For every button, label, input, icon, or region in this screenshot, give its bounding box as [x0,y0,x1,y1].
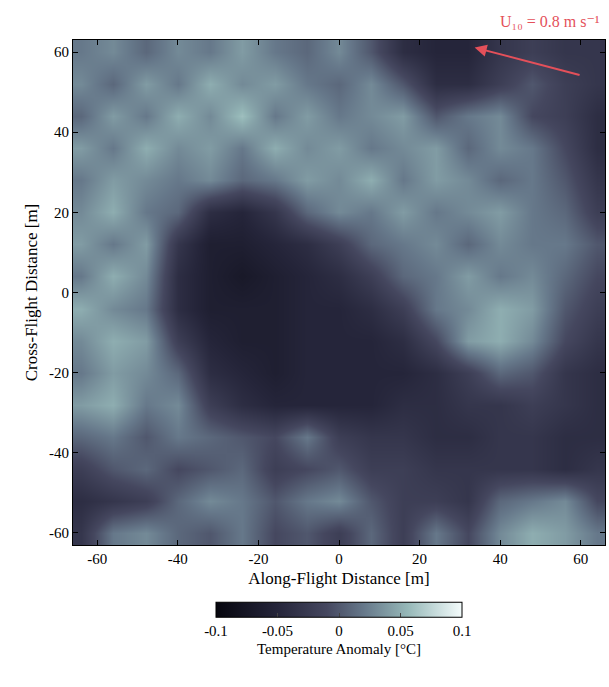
svg-text:0: 0 [335,551,343,567]
svg-text:0.05: 0.05 [387,623,413,639]
svg-text:-0.1: -0.1 [204,623,228,639]
svg-text:Cross-Flight Distance [m]: Cross-Flight Distance [m] [22,204,41,382]
svg-text:-0.05: -0.05 [262,623,293,639]
svg-text:-20: -20 [49,365,69,381]
svg-text:-60: -60 [87,551,107,567]
svg-text:60: 60 [573,551,588,567]
svg-text:0: 0 [335,623,343,639]
svg-text:20: 20 [412,551,427,567]
svg-text:Temperature Anomaly [°C]: Temperature Anomaly [°C] [257,641,421,657]
svg-text:U₁₀ = 0.8 m s⁻¹: U₁₀ = 0.8 m s⁻¹ [500,13,600,30]
svg-text:0.1: 0.1 [453,623,472,639]
svg-text:20: 20 [54,205,69,221]
svg-text:-20: -20 [248,551,268,567]
svg-text:-40: -40 [49,445,69,461]
svg-text:-40: -40 [168,551,188,567]
svg-text:0: 0 [61,285,69,301]
svg-text:60: 60 [54,44,69,60]
svg-text:-60: -60 [49,525,69,541]
svg-text:40: 40 [54,124,69,140]
svg-text:Along-Flight Distance [m]: Along-Flight Distance [m] [248,569,429,588]
svg-text:40: 40 [493,551,508,567]
